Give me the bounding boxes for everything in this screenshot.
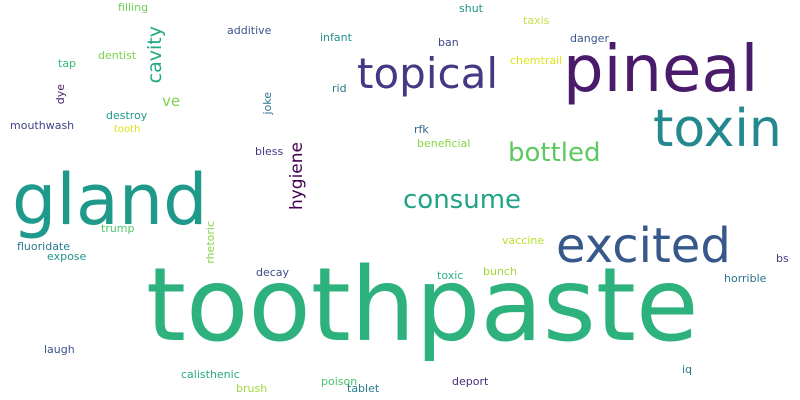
word-iq: iq — [682, 363, 693, 376]
word-toxic: toxic — [437, 269, 464, 282]
word-vaccine: vaccine — [502, 234, 545, 247]
word-bottled: bottled — [508, 138, 601, 168]
word-toxin: toxin — [653, 99, 782, 159]
word-rid: rid — [332, 82, 347, 95]
word-ve: ve — [162, 92, 181, 110]
word-dye: dye — [54, 84, 67, 105]
word-mouthwash: mouthwash — [10, 119, 75, 132]
word-excited: excited — [556, 218, 731, 274]
word-joke: joke — [261, 92, 274, 115]
word-additive: additive — [227, 24, 272, 37]
word-gland: gland — [12, 159, 208, 241]
word-hygiene: hygiene — [287, 142, 307, 211]
word-bunch: bunch — [483, 265, 517, 278]
word-fluoridate: fluoridate — [17, 240, 71, 253]
word-destroy: destroy — [106, 109, 148, 122]
word-filling: filling — [118, 1, 149, 14]
word-beneficial: beneficial — [417, 137, 471, 150]
word-chemtrail: chemtrail — [510, 54, 563, 67]
word-poison: poison — [321, 375, 358, 388]
word-danger: danger — [570, 32, 609, 45]
word-tap: tap — [58, 57, 77, 70]
word-taxis: taxis — [523, 14, 550, 27]
word-tooth: tooth — [114, 124, 141, 135]
word-rhetoric: rhetoric — [204, 221, 217, 264]
word-dentist: dentist — [98, 49, 137, 62]
word-consume: consume — [403, 185, 522, 215]
word-tablet: tablet — [347, 382, 380, 395]
word-trump: trump — [101, 222, 135, 235]
word-laugh: laugh — [44, 343, 75, 356]
word-pineal: pineal — [563, 33, 759, 107]
word-shut: shut — [459, 2, 483, 15]
word-horrible: horrible — [724, 272, 767, 285]
word-ban: ban — [438, 36, 459, 49]
word-infant: infant — [320, 31, 352, 44]
word-cavity: cavity — [144, 26, 166, 84]
word-deport: deport — [452, 375, 489, 388]
word-brush: brush — [236, 382, 268, 395]
word-toothpaste: toothpaste — [146, 246, 699, 365]
word-calisthenic: calisthenic — [181, 368, 240, 381]
word-expose: expose — [47, 250, 87, 263]
word-decay: decay — [256, 266, 290, 279]
word-bs: bs — [776, 252, 789, 265]
word-topical: topical — [357, 49, 498, 98]
word-bless: bless — [255, 145, 284, 158]
word-rfk: rfk — [414, 123, 429, 136]
